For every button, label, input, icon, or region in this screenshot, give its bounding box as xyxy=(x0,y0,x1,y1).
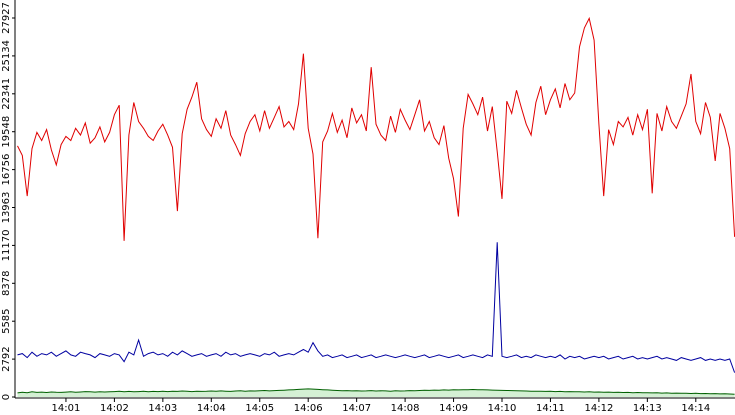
x-tick-label: 14:10 xyxy=(488,403,517,414)
y-tick-label: 8378 xyxy=(1,271,12,296)
x-tick-label: 14:01 xyxy=(52,403,81,414)
y-tick-label: 0 xyxy=(1,394,12,400)
area xyxy=(17,388,735,397)
y-tick-label: 19548 xyxy=(1,116,12,148)
y-tick-label: 11170 xyxy=(1,230,12,262)
y-tick-label: 13963 xyxy=(1,192,12,224)
y-tick-label: 2792 xyxy=(1,346,12,371)
x-tick-label: 14:03 xyxy=(148,403,177,414)
x-tick-label: 14:08 xyxy=(391,403,420,414)
x-tick-label: 14:07 xyxy=(342,403,371,414)
y-tick-label: 5585 xyxy=(1,308,12,333)
x-tick-label: 14:14 xyxy=(681,403,710,414)
x-tick-label: 14:06 xyxy=(294,403,323,414)
line xyxy=(17,242,735,373)
line xyxy=(17,388,735,395)
x-tick-label: 14:02 xyxy=(100,403,129,414)
y-tick-label: 16756 xyxy=(1,154,12,186)
y-tick-label: 22341 xyxy=(1,78,12,110)
y-tick-label: 27927 xyxy=(1,2,12,34)
y-tick-label: 25134 xyxy=(1,40,12,72)
x-tick-label: 14:13 xyxy=(633,403,662,414)
x-tick-label: 14:05 xyxy=(245,403,274,414)
x-tick-label: 14:12 xyxy=(584,403,613,414)
line xyxy=(17,16,735,241)
x-tick-label: 14:09 xyxy=(439,403,468,414)
x-tick-label: 14:04 xyxy=(197,403,226,414)
x-tick-label: 14:11 xyxy=(536,403,565,414)
